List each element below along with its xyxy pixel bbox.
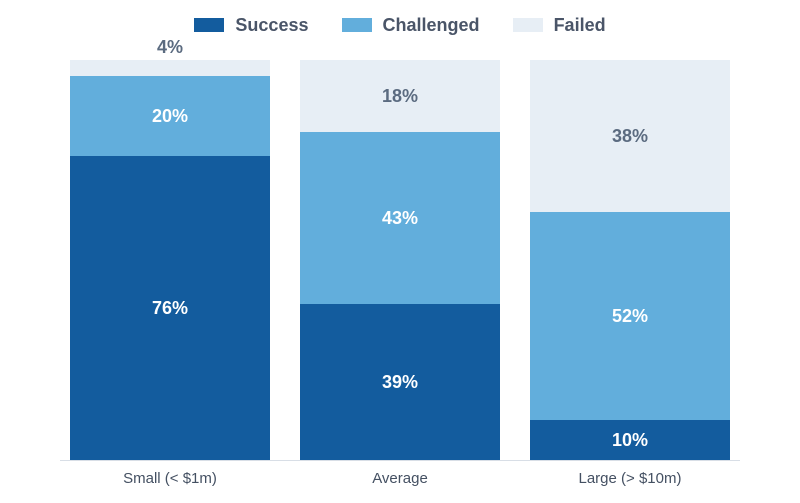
legend-item-challenged: Challenged xyxy=(342,14,480,36)
x-axis-labels: Small (< $1m) Average Large (> $10m) xyxy=(60,462,740,492)
seg-average-failed: 18% xyxy=(300,60,500,132)
legend-swatch-failed xyxy=(513,18,543,32)
legend-label-failed: Failed xyxy=(554,15,606,35)
seg-large-success: 10% xyxy=(530,420,730,460)
legend-item-failed: Failed xyxy=(513,14,606,36)
seg-average-success: 39% xyxy=(300,304,500,460)
bar-average: 39% 43% 18% xyxy=(300,60,500,460)
xlabel-small: Small (< $1m) xyxy=(70,470,270,487)
chart-legend: Success Challenged Failed xyxy=(0,14,800,36)
seg-large-failed: 38% xyxy=(530,60,730,212)
seg-small-challenged: 20% xyxy=(70,76,270,156)
xlabel-large: Large (> $10m) xyxy=(530,470,730,487)
bar-large: 10% 52% 38% xyxy=(530,60,730,460)
seg-average-challenged: 43% xyxy=(300,132,500,304)
bar-small: 76% 20% 4% xyxy=(70,60,270,460)
seg-small-failed: 4% xyxy=(70,60,270,76)
legend-swatch-challenged xyxy=(342,18,372,32)
legend-swatch-success xyxy=(194,18,224,32)
legend-item-success: Success xyxy=(194,14,308,36)
legend-label-success: Success xyxy=(235,15,308,35)
seg-small-success: 76% xyxy=(70,156,270,460)
legend-label-challenged: Challenged xyxy=(383,15,480,35)
seg-large-challenged: 52% xyxy=(530,212,730,420)
xlabel-average: Average xyxy=(300,470,500,487)
chart-plot-area: 76% 20% 4% 39% 43% 18% 10% 52% 38% xyxy=(60,60,740,461)
